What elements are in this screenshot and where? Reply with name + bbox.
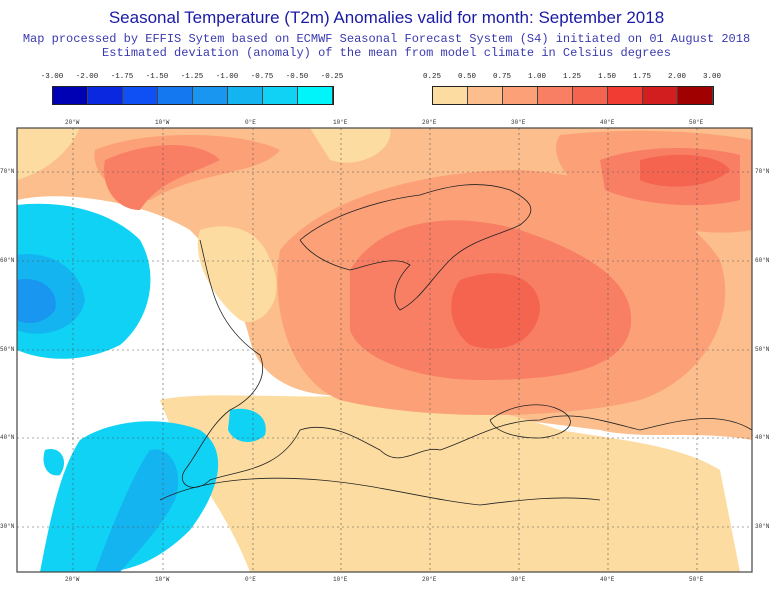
legend-swatch — [123, 87, 158, 104]
latitude-label: 50°N — [755, 346, 770, 353]
longitude-label: 40°E — [600, 119, 615, 126]
longitude-label: 20°E — [422, 576, 437, 583]
legend-label: 2.00 — [667, 73, 687, 81]
legend-label: -0.75 — [250, 73, 274, 81]
longitude-label: 50°E — [689, 576, 704, 583]
longitude-label: 10°W — [155, 576, 170, 583]
legend-swatch — [573, 87, 608, 104]
longitude-label: 10°E — [333, 576, 348, 583]
latitude-label: 40°N — [755, 434, 770, 441]
legend-swatch — [263, 87, 298, 104]
latitude-label: 30°N — [0, 523, 15, 530]
longitude-label: 50°E — [689, 119, 704, 126]
coastline-europe — [182, 239, 752, 488]
legend-label: 0.50 — [457, 73, 477, 81]
legend-label: 1.50 — [597, 73, 617, 81]
positive-anomaly-legend — [432, 86, 714, 105]
legend-label: -1.00 — [215, 73, 239, 81]
latitude-label: 70°N — [755, 168, 770, 175]
coastline-africa — [159, 477, 601, 506]
legend-label: 0.25 — [422, 73, 442, 81]
legend-label: -0.25 — [320, 73, 344, 81]
legend-swatch — [678, 87, 713, 104]
longitude-label: 20°W — [65, 576, 80, 583]
legend-label: -2.00 — [75, 73, 99, 81]
longitude-label: 40°E — [600, 576, 615, 583]
legend-swatch — [538, 87, 573, 104]
graticule — [17, 128, 752, 572]
latitude-label: 60°N — [0, 257, 15, 264]
negative-anomaly-legend — [52, 86, 334, 105]
longitude-label: 20°E — [422, 119, 437, 126]
legend-swatch — [643, 87, 678, 104]
latitude-label: 60°N — [755, 257, 770, 264]
latitude-label: 50°N — [0, 346, 15, 353]
legend-label: 0.75 — [492, 73, 512, 81]
legend-label: -1.75 — [110, 73, 134, 81]
legend-label: 3.00 — [702, 73, 722, 81]
legend-swatch — [53, 87, 88, 104]
longitude-label: 10°E — [333, 119, 348, 126]
latitude-label: 70°N — [0, 168, 15, 175]
legend-swatch — [298, 87, 333, 104]
map-subtitle-description: Estimated deviation (anomaly) of the mea… — [102, 46, 671, 60]
longitude-label: 0°E — [245, 576, 256, 583]
coastline-scandinavia — [299, 184, 532, 311]
legend-label: -0.50 — [285, 73, 309, 81]
legend-swatch — [228, 87, 263, 104]
legend-swatch — [503, 87, 538, 104]
legend-label: -1.50 — [145, 73, 169, 81]
legend-swatch — [608, 87, 643, 104]
longitude-label: 30°E — [511, 576, 526, 583]
legend-label: -3.00 — [40, 73, 64, 81]
legend-swatch — [468, 87, 503, 104]
anomaly-region-south-0.25 — [160, 394, 740, 572]
longitude-label: 30°E — [511, 119, 526, 126]
legend-swatch — [433, 87, 468, 104]
legend-swatch — [88, 87, 123, 104]
map-subtitle-processing: Map processed by EFFIS Sytem based on EC… — [22, 32, 751, 46]
longitude-label: 20°W — [65, 119, 80, 126]
legend-label: 1.75 — [632, 73, 652, 81]
legend-swatch — [193, 87, 228, 104]
longitude-label: 10°W — [155, 119, 170, 126]
legend-label: -1.25 — [180, 73, 204, 81]
legend-label: 1.25 — [562, 73, 582, 81]
legend-label: 1.00 — [527, 73, 547, 81]
latitude-label: 30°N — [755, 523, 770, 530]
latitude-label: 40°N — [0, 434, 15, 441]
longitude-label: 0°E — [245, 119, 256, 126]
legend-swatch — [158, 87, 193, 104]
map-title: Seasonal Temperature (T2m) Anomalies val… — [108, 8, 665, 27]
map-frame — [16, 127, 753, 573]
